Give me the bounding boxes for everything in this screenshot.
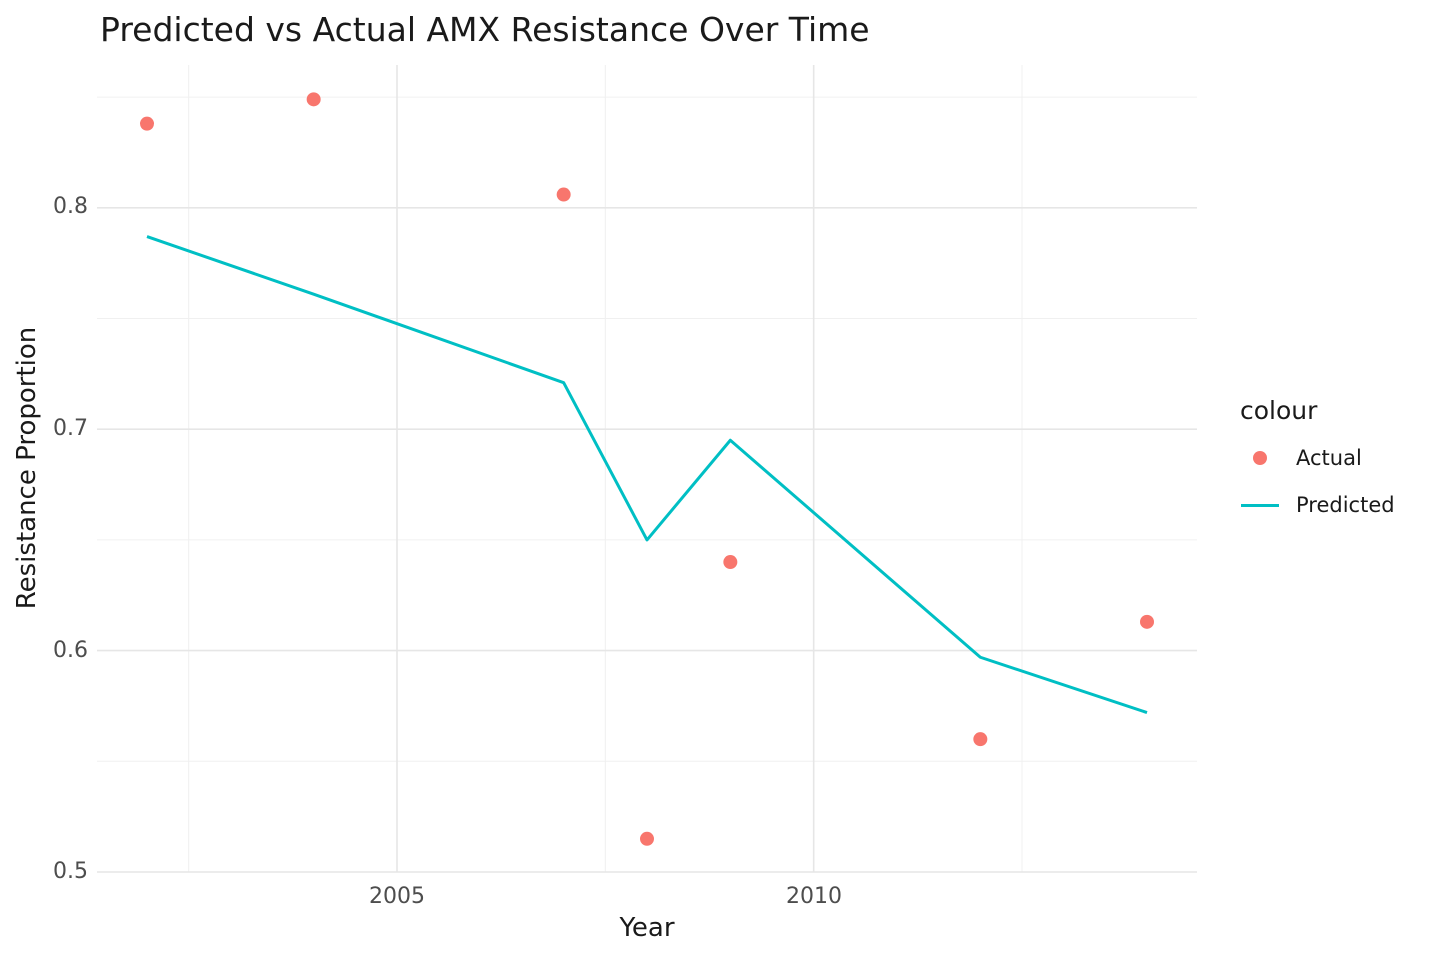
legend: colour Actual Predicted (1240, 396, 1395, 519)
actual-point-key-icon (1253, 451, 1267, 465)
y-tick-label: 0.5 (53, 859, 88, 884)
actual-point (140, 116, 154, 131)
predicted-line-key-icon (1241, 503, 1279, 507)
legend-item-label: Predicted (1296, 493, 1395, 517)
y-tick-label: 0.7 (53, 416, 88, 441)
y-tick-label: 0.8 (53, 194, 88, 219)
actual-point (973, 732, 988, 747)
actual-point (556, 187, 571, 202)
legend-key (1240, 451, 1280, 465)
legend-title: colour (1240, 396, 1318, 425)
legend-item-predicted: Predicted (1240, 491, 1395, 519)
y-axis-title: Resistance Proportion (12, 326, 42, 610)
x-axis-title: Year (619, 913, 675, 943)
chart-title: Predicted vs Actual AMX Resistance Over … (100, 10, 870, 49)
actual-point (723, 555, 738, 570)
actual-point (306, 92, 321, 107)
x-tick-label: 2005 (369, 884, 425, 909)
legend-item-label: Actual (1296, 446, 1362, 470)
x-tick-label: 2010 (786, 884, 842, 909)
y-tick-label: 0.6 (53, 638, 88, 663)
legend-item-actual: Actual (1240, 444, 1395, 472)
predicted-line (146, 235, 1148, 715)
actual-point (1140, 614, 1154, 629)
actual-point (640, 831, 654, 846)
legend-key (1240, 503, 1280, 507)
